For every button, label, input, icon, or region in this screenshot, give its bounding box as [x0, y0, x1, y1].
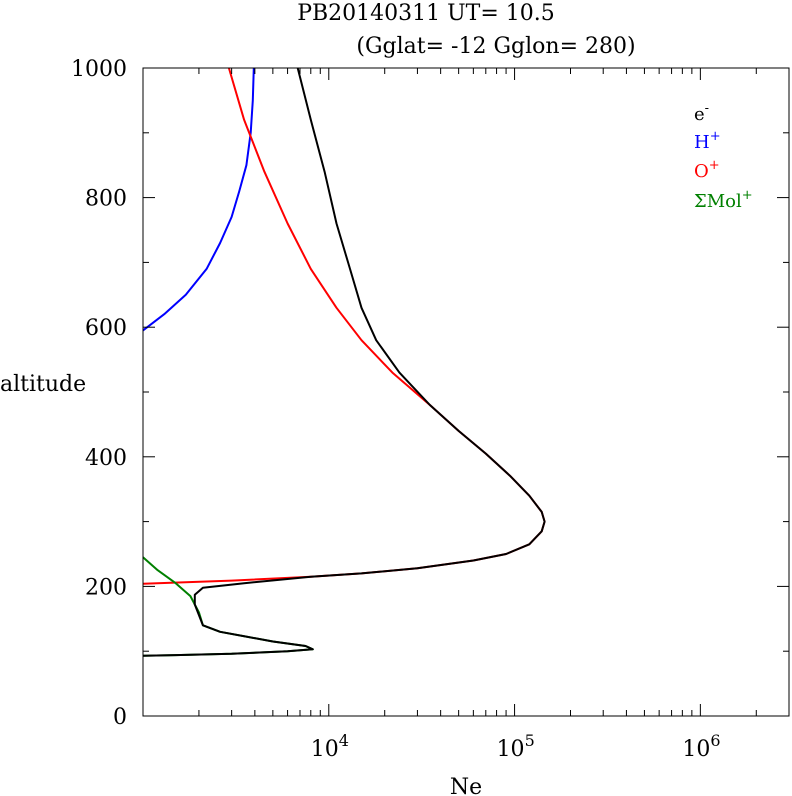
y-tick-label: 0: [113, 705, 127, 730]
chart-title-line1: PB20140311 UT= 10.5: [297, 1, 555, 26]
x-tick-label: 105: [497, 731, 535, 762]
plot-frame: [142, 67, 790, 717]
legend-entry: O+: [694, 158, 720, 182]
legend-entry: e-: [694, 101, 709, 125]
y-axis-label: altitude: [0, 372, 86, 397]
x-tick-label: 106: [682, 731, 720, 762]
y-tick-label: 200: [85, 575, 127, 600]
series-line-2: [142, 556, 314, 657]
legend: e- H+ O+ ΣMol+: [694, 101, 753, 212]
legend-entry: ΣMol+: [694, 188, 753, 212]
x-tick-label: 104: [311, 731, 349, 762]
y-tick-label: 1000: [71, 57, 127, 82]
series-layer: [142, 67, 546, 657]
y-tick-label: 600: [85, 316, 127, 341]
series-line-0: [142, 67, 255, 332]
series-line-3: [142, 67, 546, 657]
series-line-1: [142, 67, 546, 585]
y-tick-label: 800: [85, 187, 127, 212]
ticks-layer: 0 200 400 600 800 1000 104 105 106: [71, 57, 789, 762]
legend-entry: H+: [694, 129, 721, 153]
chart-title-line2: (Gglat= -12 Gglon= 280): [356, 34, 635, 59]
y-tick-label: 400: [85, 446, 127, 471]
x-axis-label: Ne: [450, 775, 482, 796]
